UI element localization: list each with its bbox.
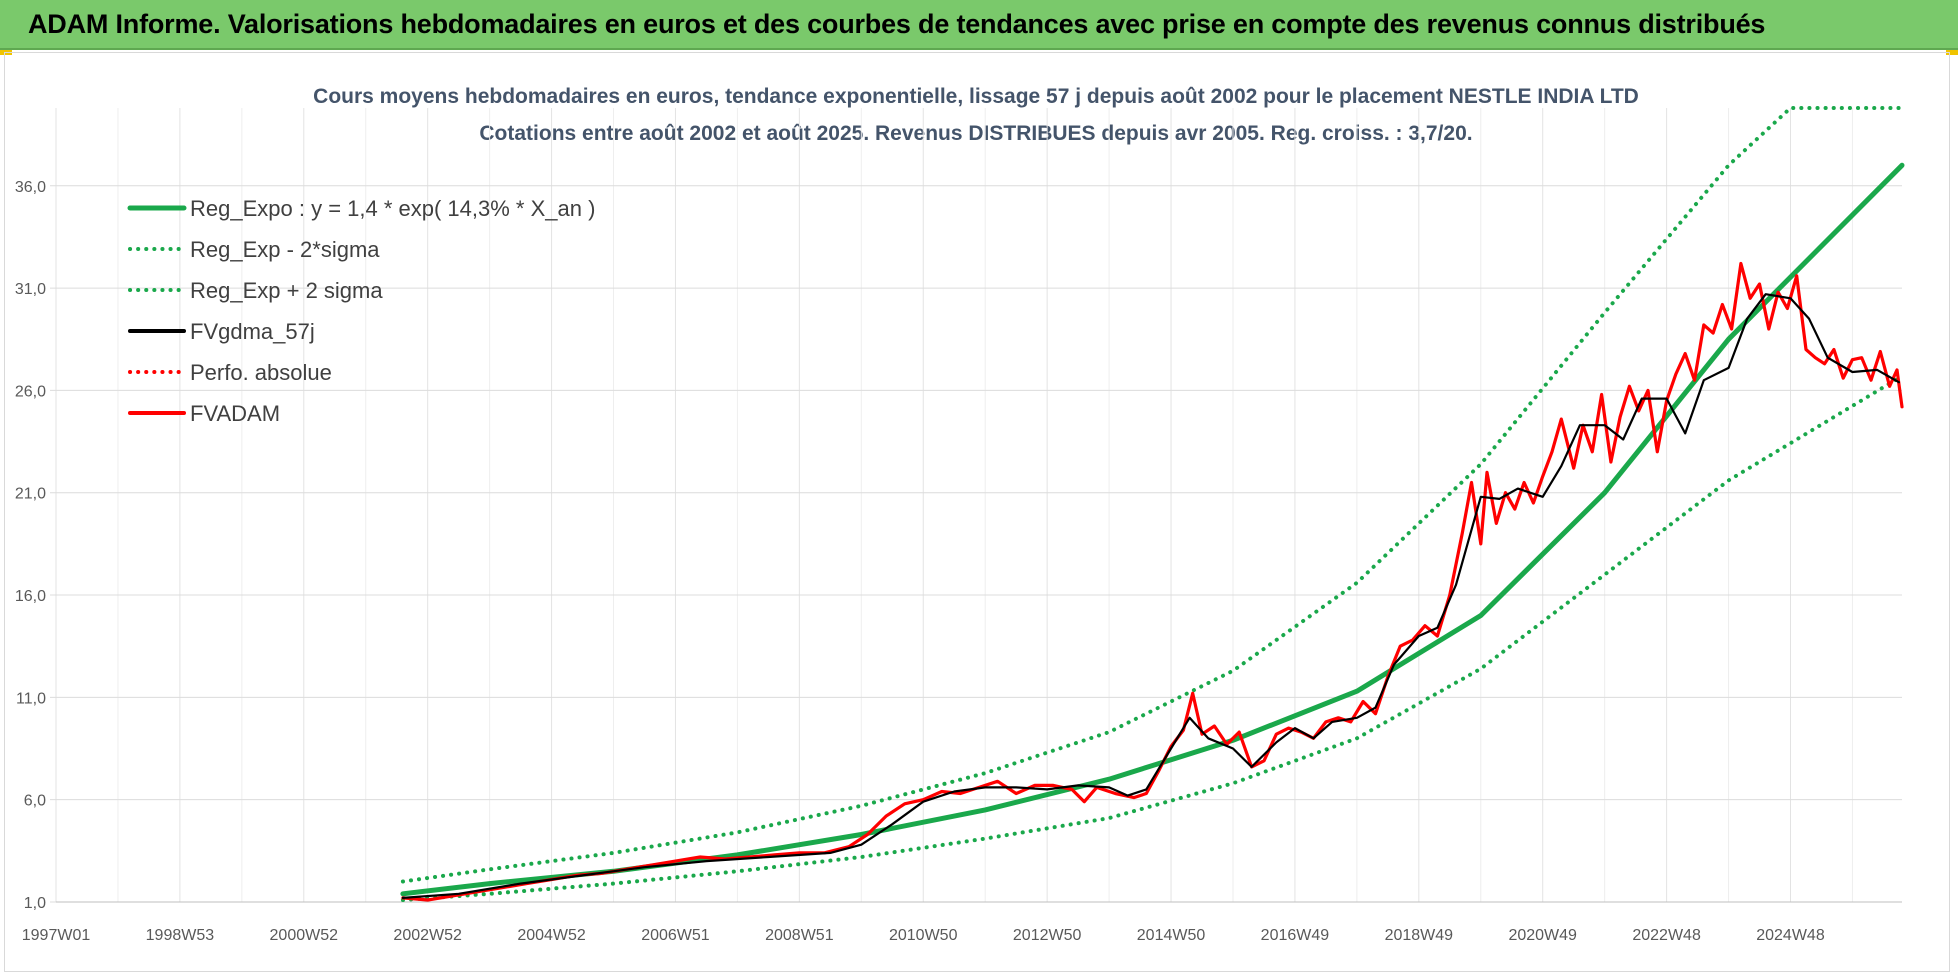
vertical-gridlines (55, 108, 1853, 902)
x-tick-label: 2010W50 (889, 927, 958, 944)
legend-label-perfo-absolue: Perfo. absolue (190, 360, 332, 385)
y-tick-label: 1,0 (24, 895, 46, 912)
y-axis-ticks: 1,0 6,0 11,0 16,0 21,0 26,0 31,0 36,0 (15, 179, 46, 912)
series-line-fvadam (401, 261, 1904, 902)
x-tick-label: 2000W52 (270, 927, 339, 944)
x-tick-label: 1997W01 (22, 927, 91, 944)
legend-label-fvadam: FVADAM (190, 401, 280, 426)
series-line-fvgdma-57j (401, 293, 1900, 899)
legend: Reg_Expo : y = 1,4 * exp( 14,3% * X_an )… (127, 196, 595, 426)
legend-label-reg-exp-minus-2sigma: Reg_Exp - 2*sigma (190, 237, 380, 262)
x-tick-label: 2012W50 (1013, 927, 1082, 944)
y-tick-label: 36,0 (15, 179, 46, 196)
legend-label-reg-expo: Reg_Expo : y = 1,4 * exp( 14,3% * X_an ) (190, 196, 595, 221)
banner-corner-right (1946, 50, 1958, 55)
x-tick-label: 2020W49 (1508, 927, 1577, 944)
horizontal-gridlines (50, 185, 1902, 903)
x-tick-label: 2016W49 (1261, 927, 1330, 944)
series-layer (400, 106, 1905, 902)
y-tick-label: 16,0 (15, 588, 46, 605)
y-tick-label: 21,0 (15, 486, 46, 503)
chart-subtitle: Cotations entre août 2002 et août 2025. … (479, 122, 1472, 145)
y-tick-label: 31,0 (15, 281, 46, 298)
series-line-reg-exp-minus-2sigma (400, 374, 1904, 902)
series-line-reg-exp-plus-2sigma (400, 106, 1904, 884)
report-title: ADAM Informe. Valorisations hebdomadaire… (28, 9, 1766, 39)
x-tick-label: 2008W51 (765, 927, 834, 944)
x-axis-ticks: 1997W01 1998W53 2000W52 2002W52 2004W52 2006W… (22, 927, 1825, 944)
x-tick-label: 2018W49 (1385, 927, 1454, 944)
x-tick-label: 2014W50 (1137, 927, 1206, 944)
chart-title: Cours moyens hebdomadaires en euros, ten… (313, 85, 1639, 108)
legend-label-fvgdma-57j: FVgdma_57j (190, 319, 315, 344)
x-tick-label: 2002W52 (393, 927, 462, 944)
x-tick-label: 1998W53 (146, 927, 215, 944)
y-tick-label: 26,0 (15, 383, 46, 400)
chart-frame (4, 52, 1950, 972)
x-tick-label: 2006W51 (641, 927, 710, 944)
y-tick-label: 6,0 (24, 793, 46, 810)
legend-label-reg-exp-plus-2sigma: Reg_Exp + 2 sigma (190, 278, 383, 303)
report-banner: ADAM Informe. Valorisations hebdomadaire… (0, 0, 1958, 50)
y-tick-label: 11,0 (16, 690, 46, 707)
x-tick-label: 2004W52 (517, 927, 586, 944)
x-tick-label: 2022W48 (1632, 927, 1701, 944)
x-tick-label: 2024W48 (1756, 927, 1825, 944)
